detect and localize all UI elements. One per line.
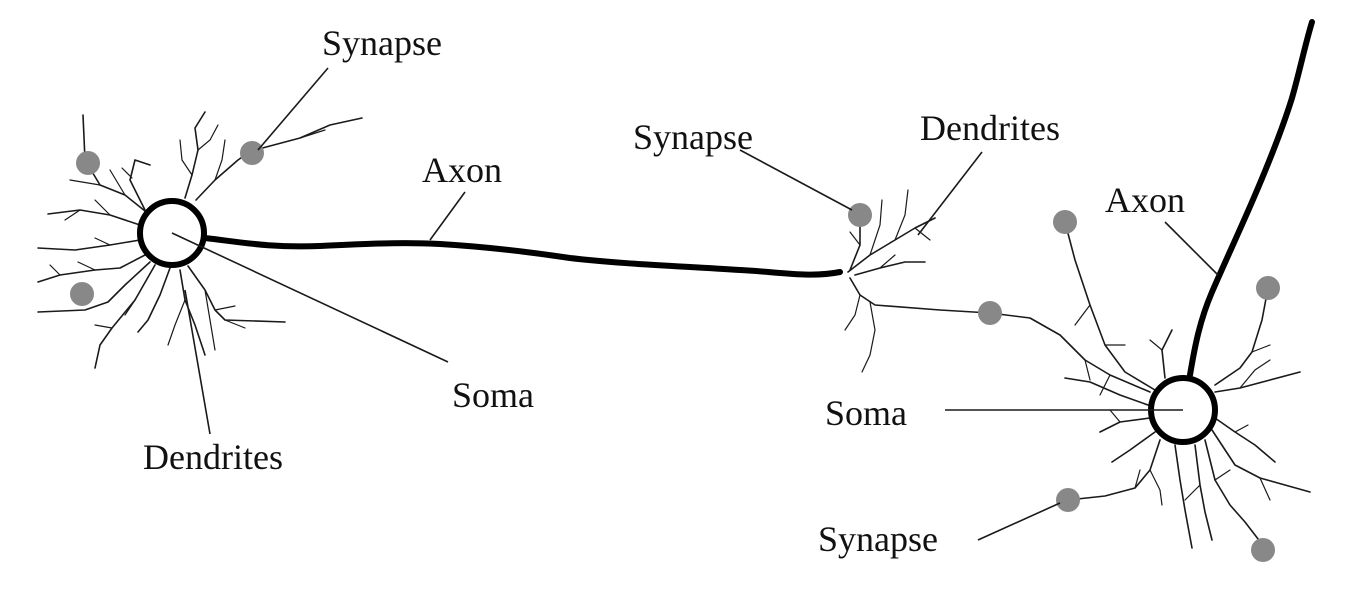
- synapse-dot: [978, 301, 1002, 325]
- synapse-dot: [1251, 538, 1275, 562]
- label-dendrites-left: Dendrites: [143, 437, 283, 477]
- label-soma-right: Soma: [825, 393, 907, 433]
- synapse-dot: [848, 203, 872, 227]
- label-dendrites-right: Dendrites: [920, 108, 1060, 148]
- synapse-dot: [76, 151, 100, 175]
- left-axon: [202, 235, 843, 278]
- label-soma-left: Soma: [452, 375, 534, 415]
- middle-dendrites: [844, 189, 991, 373]
- label-synapse-top-left: Synapse: [322, 23, 442, 63]
- label-synapse-bottom-right: Synapse: [818, 519, 938, 559]
- label-synapse-middle: Synapse: [633, 117, 753, 157]
- synapse-dot: [1056, 488, 1080, 512]
- right-axon: [1187, 19, 1315, 378]
- left-dendrites: [37, 111, 363, 369]
- synapses: [70, 141, 1280, 562]
- synapse-dot: [1256, 276, 1280, 300]
- right-dendrites: [989, 221, 1311, 549]
- synapse-dot: [70, 282, 94, 306]
- label-axon-right: Axon: [1105, 180, 1185, 220]
- leader-lines: [171, 67, 1219, 541]
- synapse-dot: [1053, 210, 1077, 234]
- label-axon-left: Axon: [422, 150, 502, 190]
- synapse-dot: [240, 141, 264, 165]
